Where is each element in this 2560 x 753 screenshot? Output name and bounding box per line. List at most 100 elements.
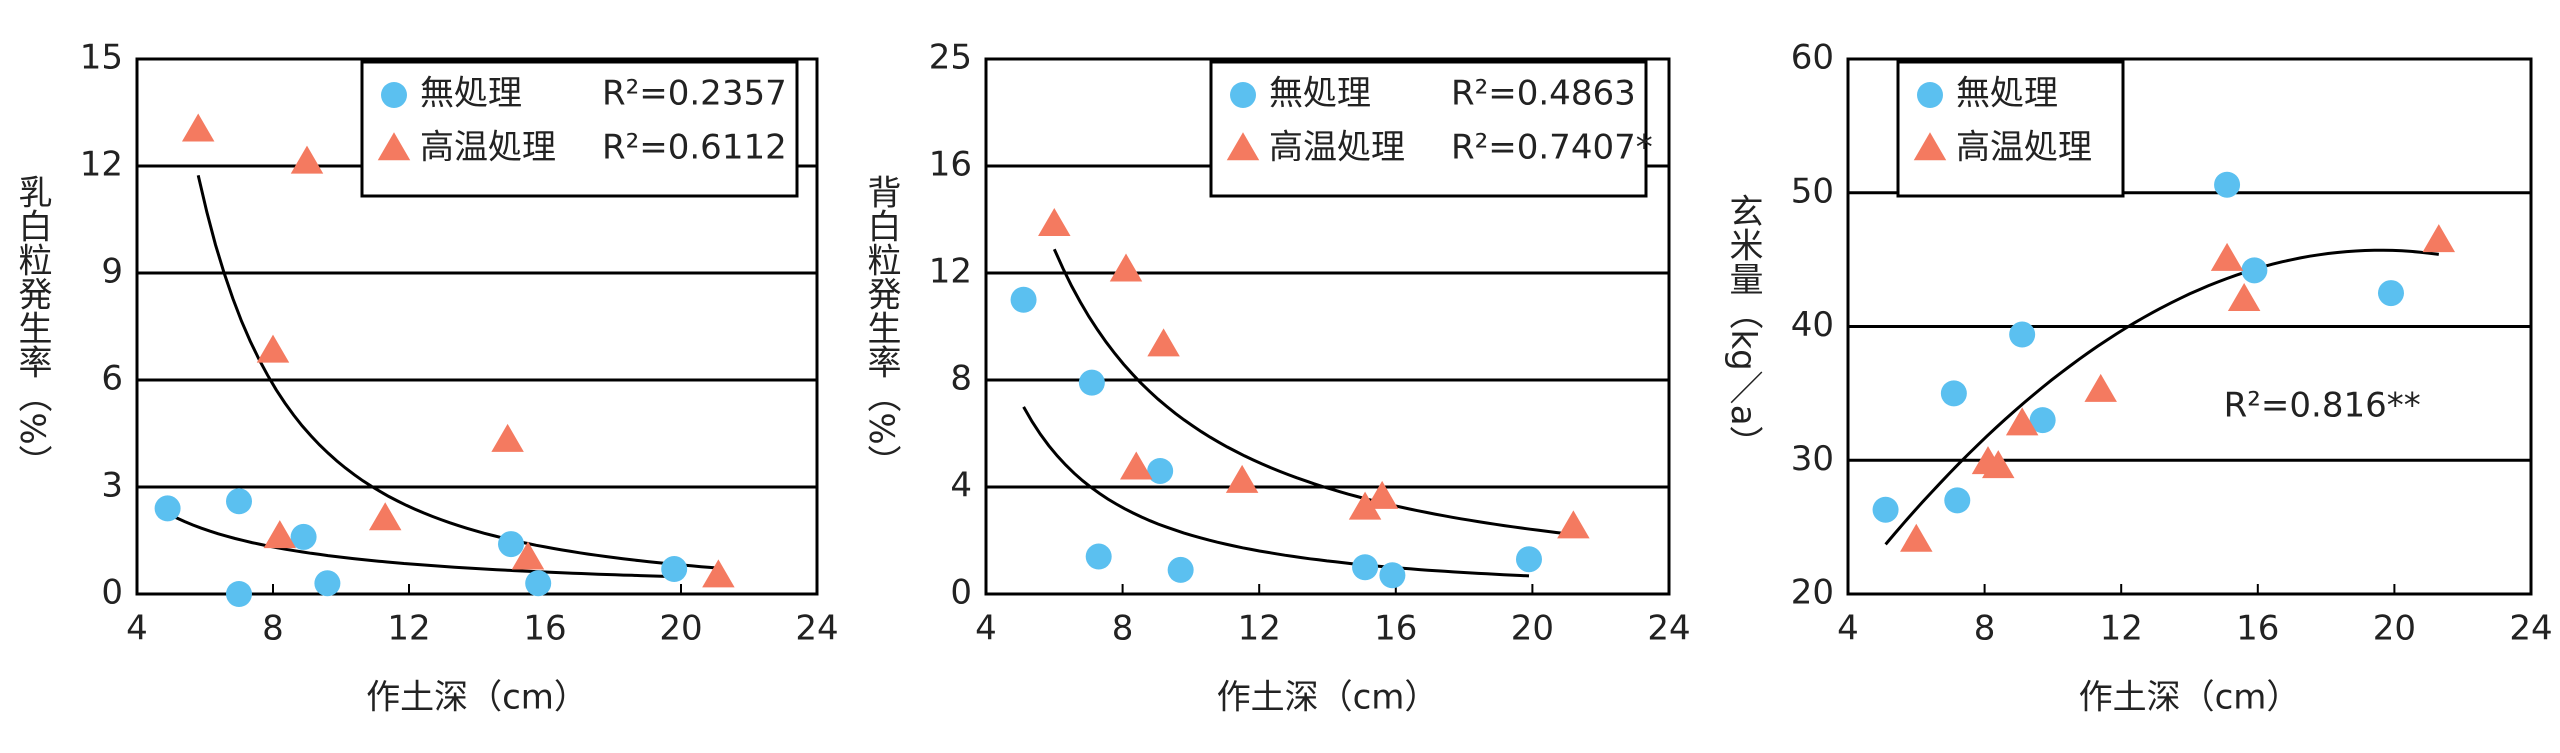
legend-label: 高温処理 bbox=[1956, 128, 2092, 168]
data-point bbox=[1944, 487, 1971, 514]
data-point bbox=[1917, 82, 1943, 108]
y-tick-label: 16 bbox=[929, 145, 972, 185]
x-tick-label: 16 bbox=[523, 609, 566, 649]
x-tick-label: 4 bbox=[975, 609, 997, 649]
data-point bbox=[1940, 380, 1967, 407]
plot-frame bbox=[984, 57, 1671, 596]
y-tick-label: 0 bbox=[950, 573, 972, 613]
plot-frame bbox=[135, 57, 819, 596]
data-point bbox=[1557, 510, 1590, 539]
x-tick-label: 16 bbox=[2236, 609, 2279, 649]
data-point bbox=[498, 531, 524, 558]
data-point bbox=[1982, 450, 2015, 479]
y-axis-label: 乳白粒発生率（%） bbox=[12, 174, 52, 478]
data-point bbox=[154, 495, 181, 522]
data-point bbox=[1352, 554, 1379, 581]
data-point bbox=[1230, 82, 1256, 108]
legend-r2: R²=0.4863 bbox=[1451, 74, 1636, 114]
data-point bbox=[1147, 328, 1180, 357]
data-point bbox=[1348, 491, 1382, 520]
data-point bbox=[1109, 253, 1143, 282]
data-point bbox=[1038, 208, 1071, 237]
x-tick-label: 8 bbox=[1974, 609, 1996, 649]
data-point bbox=[1078, 369, 1105, 396]
data-point bbox=[290, 523, 317, 550]
data-point bbox=[377, 132, 411, 161]
x-tick-label: 24 bbox=[2509, 609, 2552, 649]
data-point bbox=[2005, 407, 2039, 436]
y-tick-label: 15 bbox=[80, 38, 123, 78]
data-point bbox=[314, 570, 341, 597]
x-axis-label: 作土深（cm） bbox=[2079, 678, 2301, 718]
y-axis-label: 背白粒発生率（%） bbox=[861, 174, 901, 478]
x-tick-label: 16 bbox=[1374, 609, 1417, 649]
y-tick-label: 8 bbox=[950, 359, 972, 399]
data-point bbox=[1365, 480, 1399, 509]
data-point bbox=[1010, 286, 1037, 313]
y-tick-label: 50 bbox=[1791, 171, 1834, 211]
data-point bbox=[1515, 546, 1542, 573]
data-point bbox=[491, 423, 524, 452]
annotation: R²=0.816** bbox=[2224, 385, 2421, 425]
chart: 20 30 40 50 60 4 8 12 16 20 24 作土深（cm） 玄米量（kg／a） 無処理高… bbox=[1723, 38, 2553, 718]
x-tick-label: 4 bbox=[126, 609, 148, 649]
data-point bbox=[1900, 523, 1933, 552]
data-point bbox=[1226, 132, 1260, 161]
data-point bbox=[226, 488, 252, 515]
x-tick-label: 12 bbox=[1238, 609, 1281, 649]
legend-label: 無処理 bbox=[1956, 74, 2058, 114]
data-point bbox=[1085, 543, 1112, 570]
y-tick-label: 9 bbox=[101, 252, 123, 292]
y-axis-label: 玄米量（kg／a） bbox=[1723, 193, 1763, 459]
y-tick-label: 40 bbox=[1791, 305, 1834, 345]
legend-label: 高温処理 bbox=[1269, 128, 1405, 168]
legend-box bbox=[360, 60, 799, 198]
data-point bbox=[181, 113, 215, 142]
y-tick-label: 30 bbox=[1791, 439, 1834, 479]
data-point bbox=[226, 581, 252, 607]
data-point bbox=[2084, 373, 2117, 402]
data-point bbox=[2241, 257, 2268, 284]
x-tick-label: 12 bbox=[387, 609, 430, 649]
data-point bbox=[1120, 451, 1153, 480]
data-point bbox=[2009, 321, 2036, 348]
trend-line bbox=[1022, 406, 1530, 578]
y-tick-label: 60 bbox=[1791, 38, 1834, 78]
data-point bbox=[263, 520, 297, 549]
data-point bbox=[2214, 171, 2241, 198]
chart: 0 3 6 9 12 15 4 8 12 16 20 24 作土深（cm） 乳白粒発生率（%） 無処理 R²=… bbox=[12, 38, 839, 718]
y-tick-label: 4 bbox=[950, 466, 972, 506]
x-tick-label: 20 bbox=[659, 609, 702, 649]
x-tick-label: 4 bbox=[1837, 609, 1859, 649]
legend-r2: R²=0.6112 bbox=[602, 128, 787, 168]
data-point bbox=[1872, 496, 1899, 523]
x-tick-label: 20 bbox=[1511, 609, 1554, 649]
x-tick-label: 20 bbox=[2373, 609, 2416, 649]
x-axis-label: 作土深（cm） bbox=[1217, 678, 1439, 718]
data-point bbox=[2227, 282, 2261, 311]
data-point bbox=[661, 556, 688, 583]
legend-r2: R²=0.7407* bbox=[1451, 128, 1653, 168]
y-tick-label: 20 bbox=[1791, 573, 1834, 613]
x-axis-label: 作土深（cm） bbox=[366, 678, 588, 718]
x-tick-label: 8 bbox=[262, 609, 284, 649]
x-tick-label: 12 bbox=[2100, 609, 2143, 649]
data-point bbox=[2377, 280, 2404, 307]
data-point bbox=[2422, 224, 2456, 253]
data-point bbox=[1379, 562, 1406, 589]
legend-label: 無処理 bbox=[420, 74, 522, 114]
x-tick-label: 8 bbox=[1112, 609, 1134, 649]
data-point bbox=[2210, 242, 2244, 271]
data-point bbox=[290, 145, 324, 174]
legend-r2: R²=0.2357 bbox=[602, 74, 787, 114]
y-tick-label: 0 bbox=[101, 573, 123, 613]
trend-line bbox=[166, 512, 675, 579]
trend-line bbox=[1884, 248, 2439, 546]
data-point bbox=[702, 559, 735, 588]
x-tick-label: 24 bbox=[1647, 609, 1690, 649]
legend-box bbox=[1209, 60, 1648, 198]
legend-label: 高温処理 bbox=[420, 128, 556, 168]
data-point bbox=[1913, 132, 1947, 161]
